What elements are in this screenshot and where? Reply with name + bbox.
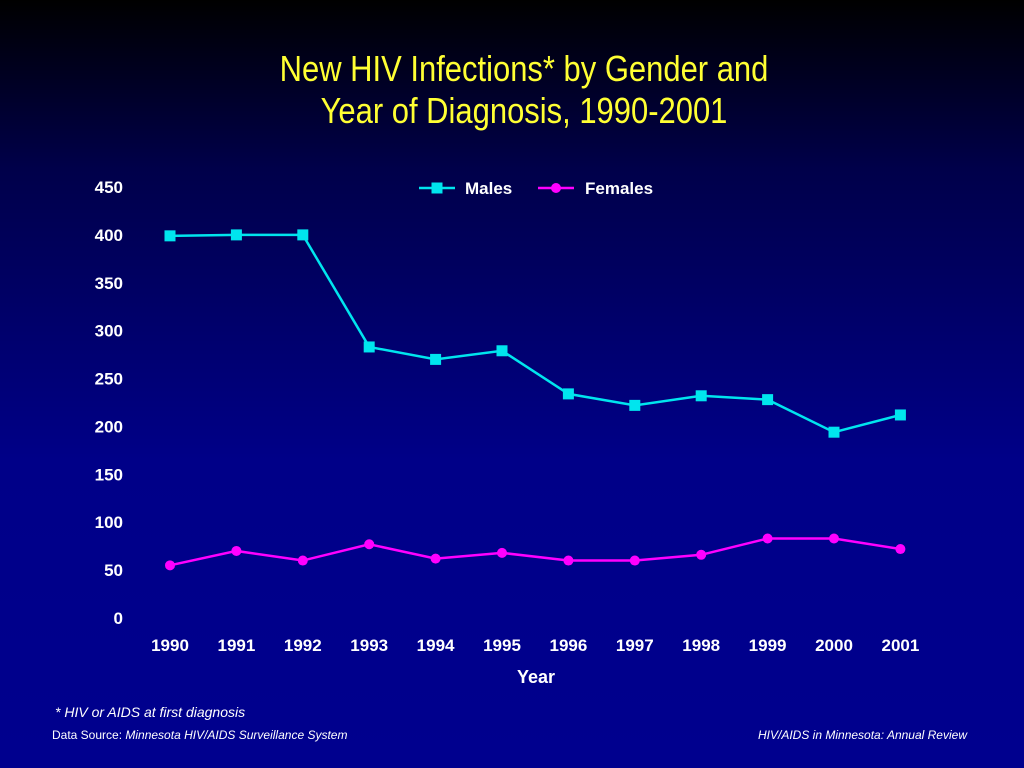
data-point-males	[828, 426, 840, 438]
chart-title: New HIV Infections* by Gender and Year o…	[73, 48, 974, 132]
data-point-females	[696, 549, 707, 560]
x-tick-label: 1994	[417, 636, 455, 655]
x-tick-label: 1996	[549, 636, 587, 655]
data-point-males	[230, 229, 242, 241]
x-tick-label: 1999	[749, 636, 787, 655]
x-tick-label: 1998	[682, 636, 720, 655]
series-line-females	[169, 537, 901, 567]
y-tick-label: 400	[95, 226, 123, 245]
data-point-females	[829, 533, 839, 544]
data-point-males	[629, 399, 641, 411]
chart-title-line-2: Year of Diagnosis, 1990-2001	[320, 90, 728, 131]
y-tick-label: 100	[95, 513, 123, 532]
data-point-males	[762, 394, 774, 406]
legend-label-females: Females	[585, 179, 653, 198]
x-tick-label: 2001	[881, 636, 919, 655]
series-line-males	[169, 233, 901, 434]
data-point-females	[297, 555, 308, 566]
data-point-males	[430, 353, 442, 365]
x-tick-label: 1991	[217, 636, 255, 655]
data-point-males	[562, 388, 574, 400]
data-point-females	[762, 533, 773, 544]
data-point-females	[231, 545, 242, 556]
legend-marker-females	[551, 183, 561, 193]
data-point-females	[364, 539, 375, 550]
y-tick-label: 150	[95, 465, 123, 484]
data-source: Data Source: Minnesota HIV/AIDS Surveill…	[52, 728, 347, 742]
y-tick-label: 50	[104, 561, 123, 580]
data-point-females	[895, 544, 906, 555]
data-point-females	[629, 555, 640, 566]
data-point-males	[297, 229, 309, 241]
x-tick-label: 2000	[815, 636, 853, 655]
x-tick-label: 1990	[151, 636, 189, 655]
data-point-males	[363, 341, 375, 353]
x-axis-label: Year	[517, 667, 555, 687]
y-tick-label: 450	[95, 178, 123, 197]
y-tick-label: 350	[95, 274, 123, 293]
footnote: * HIV or AIDS at first diagnosis	[55, 704, 246, 720]
x-tick-label: 1997	[616, 636, 654, 655]
data-point-females	[430, 553, 441, 564]
report-name: HIV/AIDS in Minnesota: Annual Review	[758, 728, 967, 742]
data-point-females	[497, 547, 507, 558]
data-point-males	[164, 230, 176, 242]
y-tick-label: 200	[95, 417, 123, 436]
legend-marker-males	[431, 182, 443, 194]
legend-label-males: Males	[465, 179, 512, 198]
y-tick-label: 250	[95, 370, 123, 389]
data-point-males	[695, 390, 707, 402]
data-point-males	[496, 345, 508, 357]
x-tick-label: 1995	[483, 636, 521, 655]
data-point-males	[894, 409, 906, 421]
data-point-females	[165, 560, 175, 571]
y-tick-label: 300	[95, 322, 123, 341]
data-source-prefix: Data Source:	[52, 728, 126, 742]
data-source-name: Minnesota HIV/AIDS Surveillance System	[125, 728, 348, 742]
x-tick-label: 1992	[284, 636, 322, 655]
chart-title-line-1: New HIV Infections* by Gender and	[279, 48, 769, 89]
data-point-females	[563, 555, 574, 566]
x-tick-label: 1993	[350, 636, 388, 655]
y-tick-label: 0	[114, 609, 123, 628]
